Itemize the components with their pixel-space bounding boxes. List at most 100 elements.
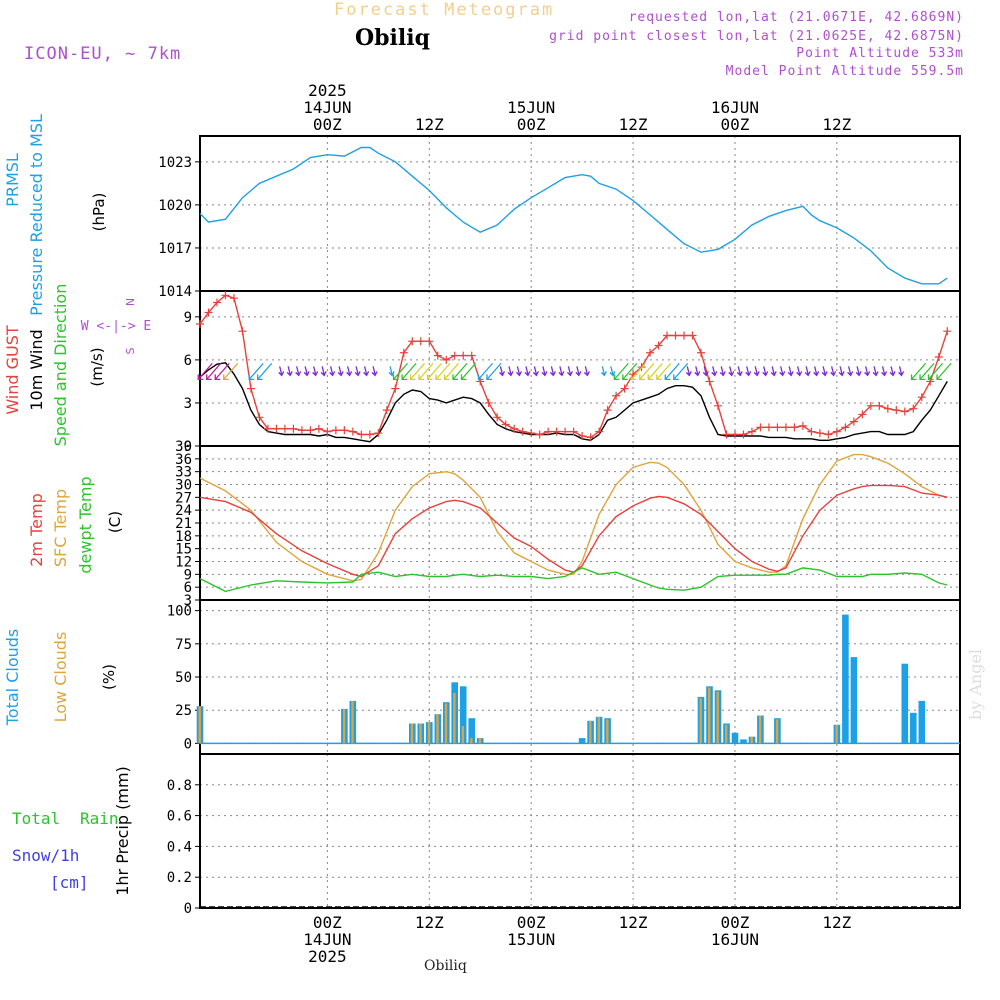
- wind-barb: [702, 366, 709, 377]
- gust-marker: [314, 424, 323, 433]
- gust-marker: [280, 424, 289, 433]
- gust-marker: [408, 337, 417, 346]
- ytick-label: 6: [184, 353, 192, 369]
- total-cloud-bar: [578, 738, 586, 744]
- bottom-xtick-label: 00Z: [313, 913, 342, 932]
- gust-marker: [425, 337, 434, 346]
- low-cloud-bar: [750, 736, 753, 744]
- low-cloud-bar: [478, 738, 482, 744]
- gust-marker: [382, 406, 391, 415]
- pressure-line: [199, 146, 948, 285]
- gust-marker: [399, 348, 408, 357]
- wind-barb: [337, 366, 344, 377]
- ytick-label: 30: [175, 478, 192, 494]
- wind-barb: [549, 366, 556, 377]
- requested-coords: requested lon,lat (21.0671E, 42.6869N): [628, 10, 964, 25]
- gust-marker: [255, 413, 264, 422]
- gust-marker: [476, 377, 485, 386]
- low-cloud-bar: [716, 691, 719, 744]
- ytick-label: 0.2: [167, 870, 192, 886]
- ytick-label: 12: [175, 555, 192, 571]
- gust-marker: [858, 410, 867, 419]
- gust-marker: [459, 351, 468, 360]
- compass-north: N: [124, 298, 137, 306]
- wind-10m-label: 10m Wind: [27, 329, 46, 410]
- wind-barb: [685, 366, 692, 377]
- low-cloud-bar: [597, 716, 600, 744]
- wind-barb: [401, 362, 417, 381]
- grid-point-coords: grid point closest lon,lat (21.0625E, 42…: [549, 29, 964, 44]
- wind-barb: [936, 362, 952, 381]
- wind-barb: [719, 366, 726, 377]
- low-cloud-bar: [470, 738, 473, 744]
- gust-marker: [773, 423, 782, 432]
- gust-marker: [934, 353, 943, 362]
- top-xtick-label: 16JUN: [711, 98, 759, 117]
- wind-gust-label: Wind GUST: [3, 325, 22, 415]
- ytick-label: 1023: [158, 155, 192, 171]
- gust-marker: [578, 431, 587, 440]
- wind-barb: [486, 362, 502, 381]
- gust-marker: [569, 427, 578, 436]
- wind-barb: [881, 366, 888, 377]
- wind-barb: [278, 366, 285, 377]
- gust-marker: [747, 427, 756, 436]
- wind-barb: [388, 366, 395, 377]
- total-cloud-bar: [918, 700, 926, 744]
- point-altitude: Point Altitude 533m: [796, 46, 964, 61]
- gust-marker: [849, 417, 858, 426]
- gust-marker: [323, 427, 332, 436]
- temp-sfc-line: [199, 453, 948, 582]
- wind-barb: [575, 366, 582, 377]
- dewpt-line: [199, 567, 948, 593]
- wind-barb: [286, 366, 293, 377]
- wind-barb: [753, 366, 760, 377]
- gust-marker: [493, 413, 502, 422]
- ytick-label: 39: [175, 439, 192, 455]
- gust-marker: [450, 351, 459, 360]
- gust-marker: [527, 429, 536, 438]
- gust-marker: [340, 426, 349, 435]
- ytick-label: 21: [175, 516, 192, 532]
- snow-label: Snow/1h: [12, 846, 79, 865]
- wind-barb: [728, 366, 735, 377]
- top-xtick-label: 00Z: [517, 115, 546, 134]
- top-xtick-label: 14JUN: [303, 98, 351, 117]
- wind-barb: [197, 362, 213, 381]
- ytick-label: 50: [175, 670, 192, 686]
- gust-marker: [263, 424, 272, 433]
- pressure-title-1: PRMSL: [3, 153, 22, 207]
- wind-barb: [257, 362, 273, 381]
- bottom-xtick-label: 16JUN: [711, 930, 759, 949]
- gust-marker: [739, 430, 748, 439]
- gust-marker: [272, 424, 281, 433]
- snow-unit-label: [cm]: [50, 873, 89, 892]
- gust-marker: [586, 433, 595, 442]
- bottom-xtick-label: 15JUN: [507, 930, 555, 949]
- gust-marker: [510, 424, 519, 433]
- wind-barb: [855, 366, 862, 377]
- compass-south: S: [124, 347, 137, 354]
- total-cloud-bar: [850, 657, 858, 744]
- wind-barb: [371, 366, 378, 377]
- gust-marker: [603, 406, 612, 415]
- panel-frame: [199, 753, 961, 909]
- gust-marker: [289, 424, 298, 433]
- gust-marker: [433, 351, 442, 360]
- wind-barb: [320, 366, 327, 377]
- chart-title: Forecast Meteogram: [334, 0, 555, 20]
- wind-barb: [392, 362, 409, 381]
- gust-marker: [926, 377, 935, 386]
- wind-barb: [838, 366, 845, 377]
- ytick-label: 1017: [158, 241, 192, 257]
- ytick-label: 0: [184, 736, 192, 752]
- wind-barb: [762, 366, 769, 377]
- compass-rose: W <-|-> E: [81, 319, 151, 334]
- top-xtick-label: 00Z: [721, 115, 750, 134]
- low-cloud-bar: [708, 687, 711, 744]
- wind-direction-label: Speed and Direction: [51, 284, 70, 447]
- gust-marker: [561, 427, 570, 436]
- bottom-xtick-label: 2025: [308, 947, 347, 966]
- total-clouds-label: Total Clouds: [3, 629, 22, 727]
